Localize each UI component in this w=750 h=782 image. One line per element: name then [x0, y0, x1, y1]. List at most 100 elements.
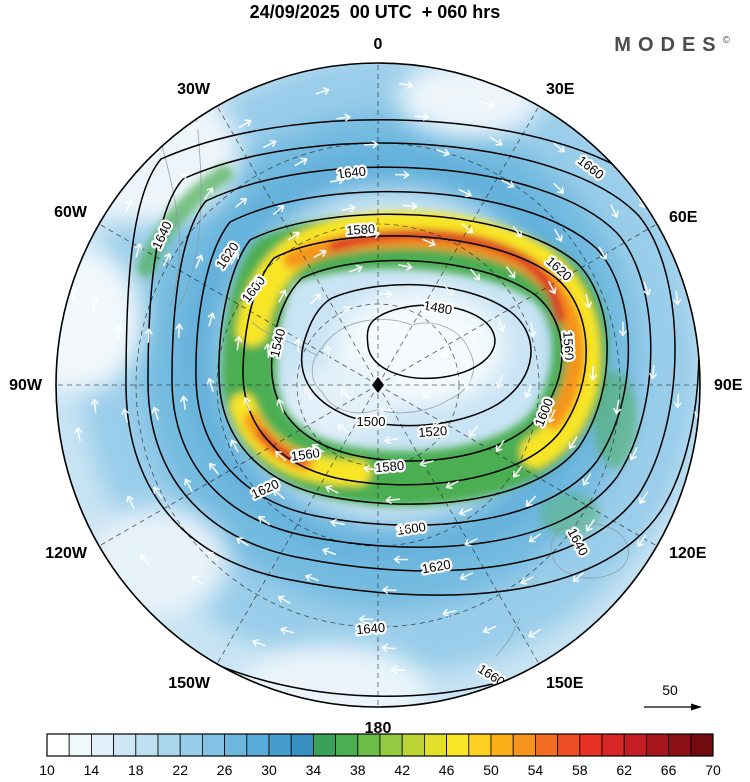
wind-arrow — [613, 399, 622, 415]
contour-1480 — [366, 304, 496, 380]
colorbar-tick: 70 — [705, 762, 721, 778]
wind-arrow — [458, 508, 473, 516]
colorbar-cell — [312, 733, 336, 757]
wind-arrow — [643, 281, 651, 296]
wind-arrow — [459, 572, 474, 581]
wind-arrow — [422, 387, 433, 399]
longitude-label: 30E — [546, 81, 575, 98]
colorbar-cell — [157, 733, 181, 757]
coastline-south-america-e — [175, 111, 202, 311]
wind-arrow — [162, 253, 172, 267]
wind-arrow — [330, 518, 345, 527]
wind-arrow — [461, 223, 474, 234]
contour-1580 — [195, 190, 630, 526]
colorbar-tick: 66 — [661, 762, 677, 778]
wind-arrow — [151, 406, 160, 421]
longitude-label: 120W — [45, 545, 88, 562]
colorbar-tick: 22 — [172, 762, 188, 778]
wind-arrow — [124, 199, 133, 213]
wind-arrow — [443, 284, 454, 297]
wind-arrow — [125, 157, 135, 170]
wind-arrow — [294, 337, 303, 353]
wind-arrow — [547, 409, 556, 423]
wind-arrow — [622, 138, 632, 151]
wind-arrow — [277, 595, 291, 604]
wind-arrow — [588, 365, 597, 381]
colorbar-cell — [224, 733, 248, 757]
contour-lines — [125, 72, 700, 697]
wind-arrow — [238, 119, 252, 129]
wind-arrow — [251, 277, 260, 291]
jet-green-patch-e — [593, 372, 637, 468]
contour-label: 1520 — [418, 423, 448, 440]
wind-arrow — [442, 609, 457, 617]
colorbar-cell — [246, 733, 270, 757]
colorbar-cell — [535, 733, 559, 757]
wind-arrow — [398, 81, 414, 89]
wind-arrow — [365, 230, 381, 239]
wind-legend-arrowhead — [691, 703, 702, 711]
wind-arrow — [553, 142, 566, 153]
colorbar-cell — [290, 733, 314, 757]
wind-arrow — [340, 387, 351, 400]
wind-arrow — [458, 188, 472, 198]
wind-arrow — [568, 436, 578, 450]
contour-1540 — [242, 235, 587, 486]
wind-legend: 50 — [644, 682, 702, 711]
wind-arrow — [90, 296, 99, 311]
colorbar-tick: 54 — [528, 762, 544, 778]
wind-arrow — [548, 281, 557, 295]
wind-arrow — [126, 495, 135, 509]
wind-arrow — [520, 576, 534, 585]
colorbar-cell — [179, 733, 203, 757]
wind-arrow — [341, 204, 356, 213]
wind-arrow — [464, 538, 478, 547]
modes-logo-text: MODES — [614, 34, 723, 56]
modes-logo: MODES© — [614, 34, 730, 57]
wind-arrow — [236, 537, 249, 547]
modes-logo-sup: © — [722, 35, 730, 46]
wind-arrow — [528, 533, 542, 543]
latitude-circle — [296, 303, 460, 467]
wind-arrow — [506, 63, 520, 65]
wind-arrow — [582, 473, 592, 486]
contour-label: 1500 — [357, 414, 386, 429]
wind-arrow — [554, 228, 563, 242]
wind-arrow — [384, 436, 399, 444]
wind-arrow — [398, 262, 413, 271]
wind-arrow — [637, 534, 647, 547]
wind-arrow — [435, 148, 450, 157]
wind-arrow — [303, 387, 313, 401]
wind-arrow — [273, 489, 285, 500]
wind-arrow — [639, 491, 649, 504]
wind-arrow — [470, 268, 480, 281]
colorbar-tick: 50 — [483, 762, 499, 778]
colorbar-cell — [468, 733, 492, 757]
contour-1560 — [218, 213, 608, 505]
wind-arrow — [439, 344, 448, 359]
wind-arrow — [363, 464, 378, 473]
longitude-label: 60W — [54, 204, 88, 221]
wind-arrow — [559, 344, 568, 360]
wind-arrow — [673, 290, 682, 306]
wind-arrow — [673, 393, 682, 409]
wind-arrow — [478, 69, 492, 78]
wind-arrow — [230, 252, 240, 265]
contour-label: 1600 — [396, 519, 427, 538]
wind-arrow — [524, 384, 532, 399]
wind-arrow — [363, 140, 379, 149]
wind-arrow — [463, 376, 472, 391]
colorbar-cell — [46, 733, 70, 757]
longitude-label: 120E — [669, 545, 707, 562]
wind-arrow — [512, 225, 523, 238]
wind-arrow — [339, 306, 351, 317]
colorbar-cell — [357, 733, 381, 757]
wind-arrow — [258, 515, 271, 526]
wind-arrow — [483, 625, 497, 634]
wind-arrow — [275, 450, 287, 461]
wind-arrow — [184, 478, 193, 492]
longitude-label: 0 — [374, 36, 383, 53]
wind-arrow — [445, 480, 459, 489]
